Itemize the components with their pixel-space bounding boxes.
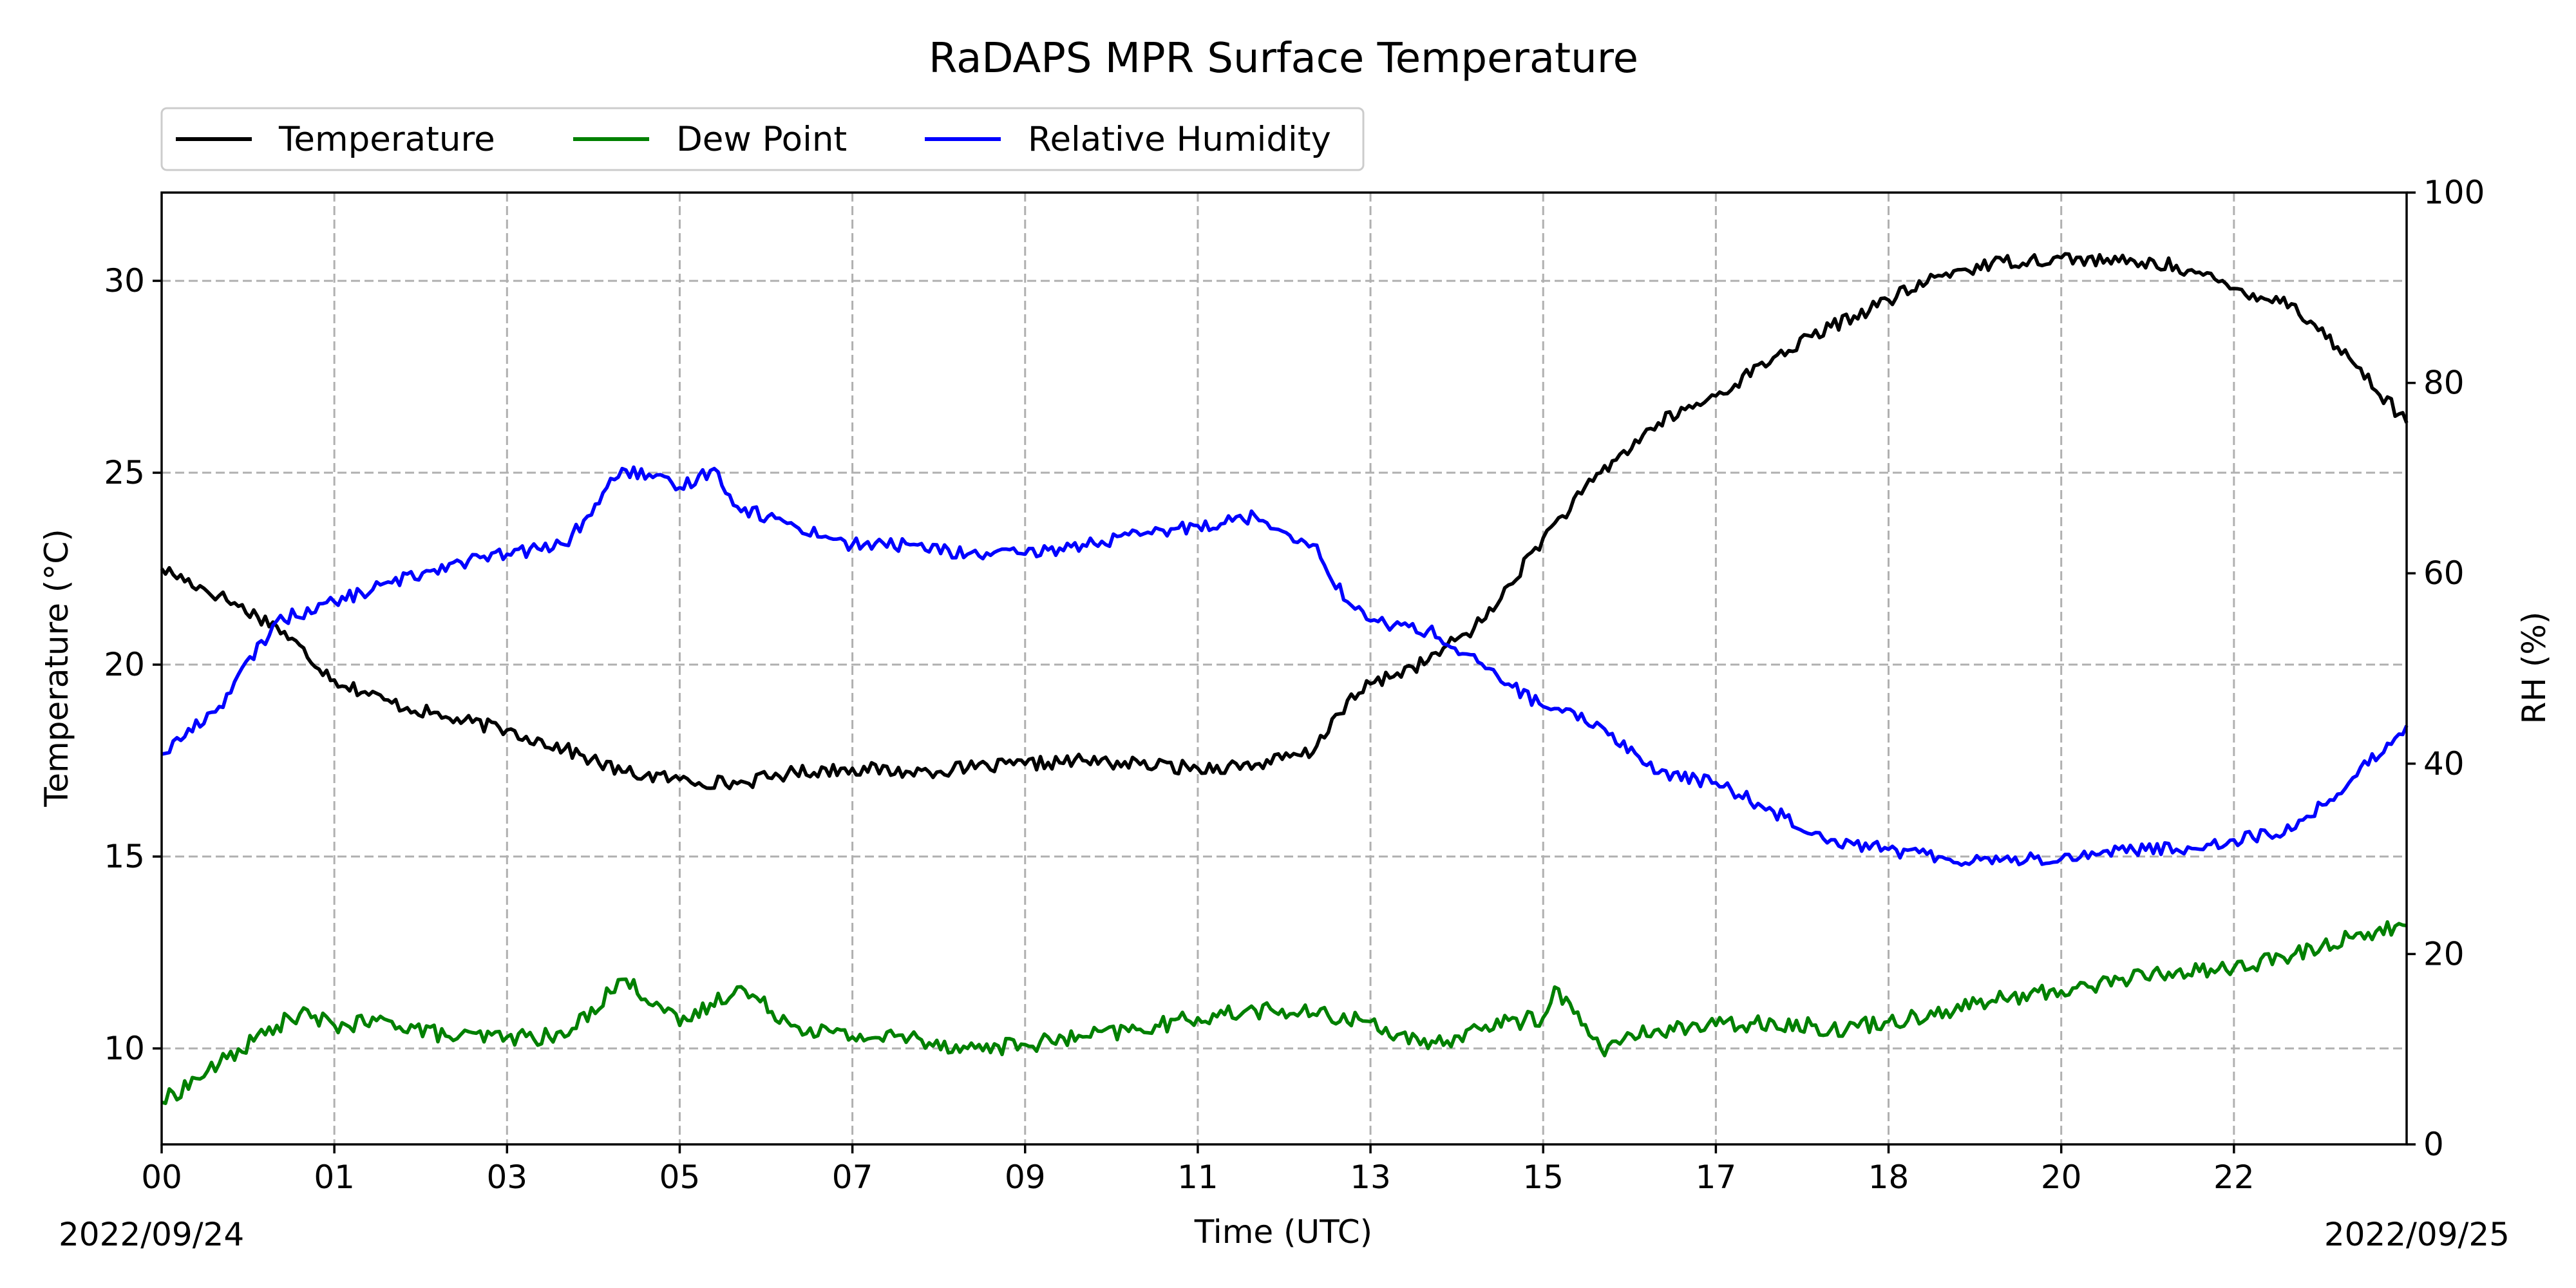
series-line-relative-humidity bbox=[161, 465, 2409, 867]
x-tick-label: 17 bbox=[1696, 1159, 1737, 1196]
date-end-label: 2022/09/25 bbox=[2324, 1216, 2510, 1253]
chart-title: RaDAPS MPR Surface Temperature bbox=[929, 35, 1638, 82]
x-tick-label: 15 bbox=[1522, 1159, 1564, 1196]
legend-label: Dew Point bbox=[676, 120, 847, 159]
y-axis-left: 10 15 20 25 30 bbox=[104, 262, 162, 1067]
series-line-temperature bbox=[160, 252, 2409, 791]
legend: Temperature Dew Point Relative Humidity bbox=[160, 107, 1365, 171]
x-tick-label: 00 bbox=[141, 1159, 182, 1196]
x-tick-label: 18 bbox=[1868, 1159, 1909, 1196]
y-axis-right: 0 20 40 60 80 100 bbox=[2407, 174, 2485, 1163]
x-tick-label: 07 bbox=[832, 1159, 873, 1196]
legend-items: Temperature Dew Point Relative Humidity bbox=[176, 120, 1331, 159]
x-tick-label: 11 bbox=[1177, 1159, 1218, 1196]
legend-label: Relative Humidity bbox=[1028, 120, 1331, 159]
x-tick-label: 20 bbox=[2041, 1159, 2082, 1196]
y-right-tick-label: 20 bbox=[2423, 935, 2465, 972]
x-axis-label: Time (UTC) bbox=[1194, 1213, 1372, 1251]
y-left-tick-label: 20 bbox=[104, 646, 145, 683]
grid-lines bbox=[162, 193, 2407, 1144]
date-start-label: 2022/09/24 bbox=[59, 1216, 244, 1253]
y-left-tick-label: 10 bbox=[104, 1030, 145, 1067]
series-line-dew-point bbox=[161, 920, 2407, 1105]
y-right-tick-label: 80 bbox=[2423, 365, 2465, 402]
legend-label: Temperature bbox=[278, 120, 495, 159]
y-left-tick-label: 25 bbox=[104, 454, 145, 491]
y-right-tick-label: 0 bbox=[2423, 1126, 2444, 1163]
y-left-tick-label: 15 bbox=[104, 838, 145, 875]
x-tick-label: 09 bbox=[1005, 1159, 1046, 1196]
y-left-tick-label: 30 bbox=[104, 262, 145, 299]
y-right-tick-label: 40 bbox=[2423, 745, 2465, 782]
x-axis: 00 01 03 05 07 09 11 13 15 17 18 20 22 bbox=[141, 1144, 2255, 1196]
x-tick-label: 05 bbox=[659, 1159, 701, 1196]
x-tick-label: 13 bbox=[1350, 1159, 1391, 1196]
y-right-tick-label: 100 bbox=[2423, 174, 2485, 211]
y-axis-left-label: Temperature (°C) bbox=[38, 529, 75, 808]
legend-box bbox=[160, 107, 1365, 171]
y-axis-right-label: RH (%) bbox=[2515, 612, 2553, 724]
series-layer bbox=[160, 252, 2409, 1105]
x-tick-label: 22 bbox=[2213, 1159, 2255, 1196]
x-tick-label: 03 bbox=[486, 1159, 527, 1196]
x-tick-label: 01 bbox=[314, 1159, 355, 1196]
y-right-tick-label: 60 bbox=[2423, 554, 2465, 592]
plot-frame bbox=[160, 191, 2408, 1146]
